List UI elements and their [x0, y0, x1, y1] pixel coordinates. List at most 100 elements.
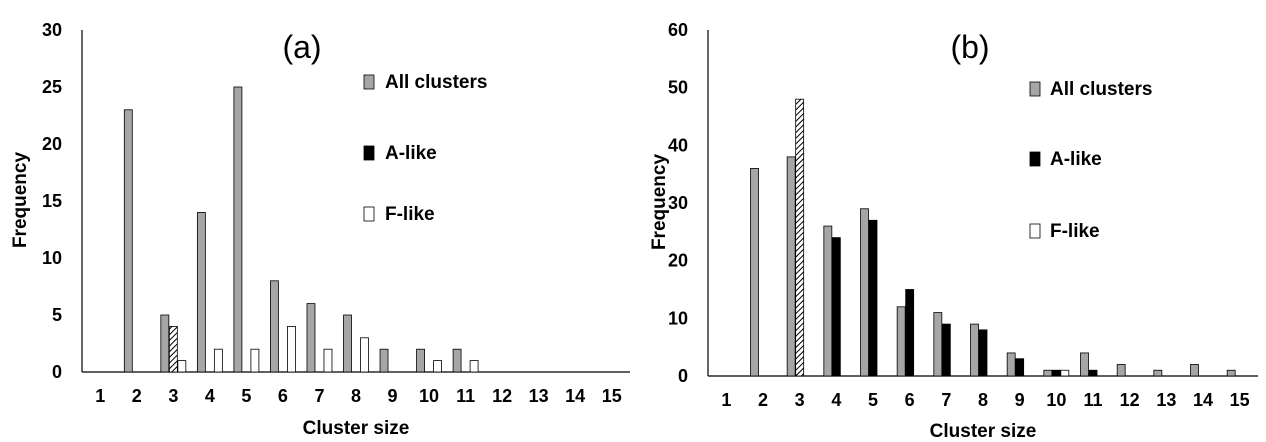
bar-a-like-6	[905, 289, 915, 377]
y-tick-label: 10	[42, 248, 62, 268]
y-tick-label: 0	[52, 362, 62, 382]
bar-all-clusters-8	[970, 323, 979, 377]
legend-swatch-a-like	[363, 145, 375, 161]
y-tick-label: 30	[668, 193, 688, 213]
legend-label-all-clusters: All clusters	[1050, 79, 1152, 100]
bar-all-clusters-13	[1153, 369, 1163, 377]
bar-f-like-10	[433, 360, 442, 373]
x-tick-label: 14	[1193, 390, 1213, 410]
bar-f-like-10	[1060, 369, 1070, 377]
y-tick-label: 30	[42, 20, 62, 40]
bar-f-like-8	[360, 337, 369, 373]
bar-all-clusters-12	[1116, 364, 1126, 377]
x-tick-label: 12	[1120, 390, 1140, 410]
y-tick-label: 25	[42, 77, 62, 97]
x-tick-label: 10	[419, 386, 439, 406]
bar-a-like-7	[941, 323, 951, 377]
y-tick-label: 60	[668, 20, 688, 40]
bar-all-clusters-10	[1043, 369, 1053, 377]
bar-all-clusters-8	[343, 314, 352, 373]
bar-all-clusters-2	[123, 109, 133, 373]
x-tick-label: 6	[278, 386, 288, 406]
bar-a-like-4	[831, 237, 841, 377]
x-tick-label: 9	[1015, 390, 1025, 410]
bar-a-like-10	[1051, 369, 1061, 377]
bar-a-like-5	[868, 219, 878, 377]
legend-swatch-all-clusters	[1029, 81, 1041, 97]
y-axis-title: Frequency	[10, 152, 31, 249]
bar-all-clusters-3	[160, 314, 170, 373]
bar-all-clusters-11	[1080, 352, 1089, 377]
legend-label-f-like: F-like	[385, 204, 435, 225]
x-tick-label: 11	[456, 386, 475, 406]
y-tick-label: 15	[42, 191, 62, 211]
x-axis-title: Cluster size	[930, 421, 1037, 442]
y-tick-label: 20	[42, 134, 62, 154]
legend-label-a-like: A-like	[1050, 149, 1102, 170]
bar-all-clusters-6	[896, 306, 906, 377]
legend-label-all-clusters: All clusters	[385, 72, 487, 93]
x-tick-label: 12	[492, 386, 512, 406]
bar-f-like-4	[213, 348, 223, 373]
legend-swatch-f-like	[1029, 223, 1041, 239]
legend-swatch-all-clusters	[363, 74, 375, 90]
bar-all-clusters-7	[933, 312, 943, 377]
bar-all-clusters-9	[1006, 352, 1016, 377]
bar-f-like-6	[287, 325, 296, 373]
bar-a-like-3	[168, 325, 178, 373]
y-axis-title: Frequency	[649, 154, 670, 251]
bar-a-like-8	[978, 329, 988, 377]
bar-all-clusters-3	[786, 156, 796, 377]
panel-label: (b)	[950, 29, 989, 65]
panel-label: (a)	[282, 29, 321, 65]
x-tick-label: 5	[868, 390, 878, 410]
y-tick-label: 50	[668, 78, 688, 98]
bar-f-like-11	[469, 360, 479, 373]
x-tick-label: 6	[905, 390, 915, 410]
bar-all-clusters-14	[1190, 364, 1199, 377]
x-tick-label: 1	[95, 386, 105, 406]
x-tick-label: 3	[795, 390, 805, 410]
x-tick-label: 8	[351, 386, 361, 406]
x-tick-label: 9	[388, 386, 398, 406]
x-tick-label: 4	[205, 386, 215, 406]
x-axis-title: Cluster size	[303, 418, 410, 439]
y-tick-label: 5	[52, 305, 62, 325]
bar-a-like-9	[1015, 358, 1025, 377]
bar-all-clusters-15	[1226, 369, 1236, 377]
x-tick-label: 15	[602, 386, 622, 406]
bar-all-clusters-4	[196, 211, 206, 373]
bar-a-like-11	[1088, 369, 1098, 377]
y-tick-label: 0	[678, 366, 688, 386]
x-tick-label: 10	[1046, 390, 1066, 410]
bar-all-clusters-11	[452, 348, 462, 373]
bar-all-clusters-10	[416, 348, 425, 373]
x-tick-label: 2	[758, 390, 768, 410]
bar-a-like-3	[795, 98, 805, 377]
legend-swatch-a-like	[1029, 151, 1041, 167]
x-tick-label: 14	[565, 386, 585, 406]
bar-all-clusters-5	[860, 208, 869, 377]
legend-label-a-like: A-like	[385, 143, 437, 164]
bar-all-clusters-9	[379, 348, 389, 373]
bar-all-clusters-6	[270, 280, 279, 373]
legend-label-f-like: F-like	[1050, 221, 1100, 242]
y-tick-label: 20	[668, 251, 688, 271]
x-tick-label: 7	[941, 390, 951, 410]
x-tick-label: 13	[529, 386, 549, 406]
bar-f-like-7	[323, 348, 333, 373]
y-tick-label: 10	[668, 308, 688, 328]
x-tick-label: 2	[132, 386, 142, 406]
legend-swatch-f-like	[363, 206, 375, 222]
bar-f-like-5	[250, 348, 260, 373]
x-tick-label: 1	[721, 390, 731, 410]
bar-f-like-3	[177, 360, 187, 373]
x-tick-label: 13	[1156, 390, 1176, 410]
y-tick-label: 40	[668, 135, 688, 155]
x-tick-label: 7	[314, 386, 324, 406]
bar-all-clusters-2	[750, 167, 759, 377]
bar-all-clusters-4	[823, 225, 833, 377]
